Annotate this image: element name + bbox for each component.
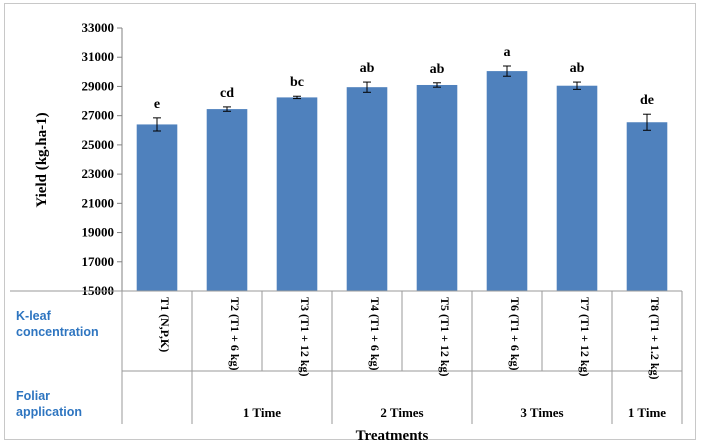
category-label: T5 (T1 + 12 kg) [438,297,452,377]
y-tick-label: 17000 [82,254,115,269]
significance-label: ab [360,61,375,76]
category-label: T6 (T1 + 6 kg) [508,297,522,371]
foliar-group-label: 1 Time [628,405,666,420]
bar [416,84,458,291]
table-layer: T1 (N,P,K) T2 (T1 + 6 kg) T3 (T1 + 12 kg) T… [10,290,683,424]
y-tick-label: 33000 [82,20,115,35]
significance-label: ab [570,61,585,76]
category-label: T7 (T1 + 12 kg) [578,297,592,377]
chart-frame [4,3,696,440]
significance-label: ab [430,62,445,77]
significance-label: a [504,45,511,60]
y-axis-title: Yield (kg.ha-1) [34,112,50,207]
significance-label: bc [290,75,304,90]
y-tick-label: 19000 [82,225,115,240]
significance-label: cd [220,86,234,101]
bar [486,71,528,291]
bar [276,97,318,292]
bar [556,85,598,291]
significance-label: de [640,93,654,108]
category-label: T2 (T1 + 6 kg) [228,297,242,371]
bar [626,122,668,291]
y-tick-label: 23000 [82,166,115,181]
bars-layer: e cd bc ab ab a ab de [136,45,668,292]
bar [346,87,388,291]
row-label-foliar: application [16,405,82,419]
category-label: T3 (T1 + 12 kg) [298,297,312,377]
bar [136,124,178,291]
row-label-k-leaf: concentration [16,325,99,339]
x-axis-title: Treatments [356,428,429,444]
foliar-group-label: 2 Times [380,405,423,420]
y-tick-label: 25000 [82,137,115,152]
category-label: T1 (N,P,K) [158,297,172,352]
axis-layer: 1500017000190002100023000250002700029000… [82,20,123,298]
foliar-group-label: 3 Times [520,405,563,420]
y-tick-label: 31000 [82,49,115,64]
row-label-foliar: Foliar [16,389,50,403]
y-tick-label: 27000 [82,108,115,123]
y-tick-label: 29000 [82,78,115,93]
foliar-group-label: 1 Time [243,405,281,420]
significance-label: e [154,97,160,112]
category-label: T4 (T1 + 6 kg) [368,297,382,371]
y-tick-label: 21000 [82,195,115,210]
category-label: T8 (T1 + 1.2 kg) [648,297,662,380]
row-label-k-leaf: K-leaf [16,309,52,323]
bar [206,109,248,291]
